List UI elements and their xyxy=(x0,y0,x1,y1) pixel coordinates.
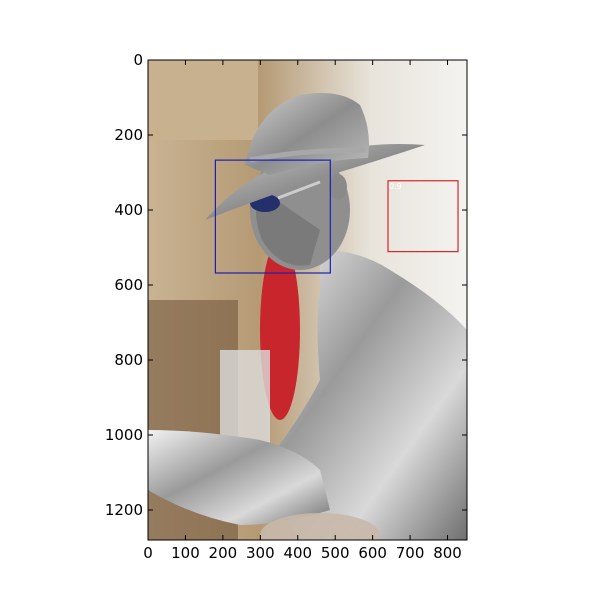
axes-frame xyxy=(147,59,468,541)
x-tick-label: 400 xyxy=(283,544,312,562)
photo-image xyxy=(148,60,467,540)
y-tick-label: 200 xyxy=(114,126,143,144)
y-tick-label: 800 xyxy=(114,351,143,369)
x-tick-label: 600 xyxy=(358,544,387,562)
axis-ticks: 0 100 200 300 400 500 600 700 800 0 200 400 600 800 10… xyxy=(105,51,467,562)
x-tick-label: 200 xyxy=(209,544,238,562)
bounding-box-2 xyxy=(387,180,459,253)
y-tick-label: 0 xyxy=(133,51,143,69)
x-tick-label: 300 xyxy=(246,544,275,562)
bounding-box-label-2: 0.9 xyxy=(389,182,402,191)
x-tick-label: 500 xyxy=(321,544,350,562)
x-tick-label: 800 xyxy=(433,544,462,562)
bounding-box-1 xyxy=(214,159,331,274)
x-tick-label: 100 xyxy=(171,544,200,562)
detection-boxes: 0.9 xyxy=(214,159,459,274)
x-tick-label: 700 xyxy=(396,544,425,562)
y-tick-label: 400 xyxy=(114,201,143,219)
y-tick-label: 600 xyxy=(114,276,143,294)
y-tick-label: 1000 xyxy=(105,426,143,444)
x-tick-label: 0 xyxy=(143,544,153,562)
y-tick-label: 1200 xyxy=(105,501,143,519)
